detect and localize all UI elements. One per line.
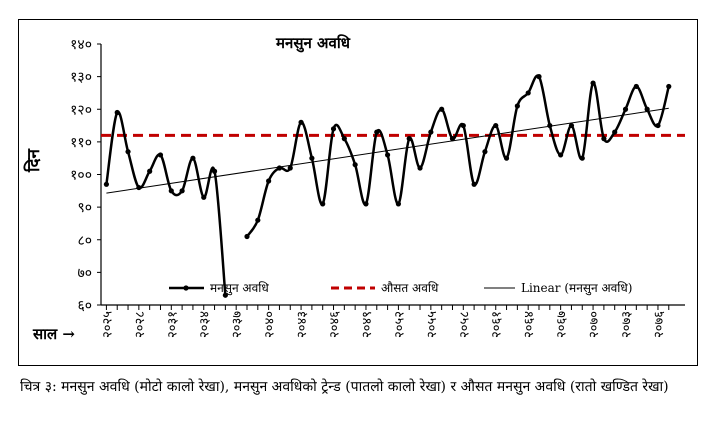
series-point	[655, 122, 661, 129]
y-tick-label: १४०	[70, 37, 92, 53]
series-point	[503, 155, 510, 161]
series-point	[406, 136, 412, 142]
x-tick-label: २०५२	[392, 311, 407, 338]
y-tick-label: ९०	[77, 200, 92, 216]
figure-caption: चित्र ३: मनसुन अवधि (मोटो कालो रेखा), मन…	[20, 379, 669, 395]
series-point	[568, 122, 575, 129]
x-tick-label: २०२८	[133, 311, 148, 338]
y-tick-label: १३०	[70, 70, 92, 86]
series-point	[547, 122, 553, 129]
x-tick-label: २०५८	[457, 311, 472, 338]
series-point	[125, 149, 131, 155]
series-point	[320, 201, 326, 207]
x-tick-label: २०४०	[263, 311, 278, 338]
series-point	[168, 188, 174, 194]
monsoon-chart: ६० ७० ८० ९० १०० ११० १२० १३० १४० २०२५ २०२८ २०३१ २०३४ २…	[23, 34, 685, 343]
legend-average-label: औसत अवधि	[381, 281, 439, 295]
series-point	[384, 152, 391, 158]
series-point	[374, 129, 380, 135]
x-tick-label: २०७०	[587, 311, 602, 338]
series-point	[352, 162, 358, 168]
y-tick-label: ६०	[77, 298, 92, 314]
x-tick-label: २०३७	[230, 311, 245, 338]
series-point	[114, 109, 120, 116]
series-point	[244, 233, 250, 240]
series-point	[482, 149, 488, 155]
series-point	[579, 155, 585, 161]
legend-series-marker	[183, 285, 189, 291]
series-point	[536, 74, 542, 80]
series-point	[558, 152, 564, 158]
series-point	[439, 106, 445, 112]
series-point	[493, 122, 499, 129]
x-tick-label: २०५५	[425, 311, 440, 338]
series-point	[298, 119, 304, 125]
y-axis-label: दिन	[23, 149, 44, 173]
y-tick-label: ११०	[70, 135, 92, 151]
series-point	[612, 129, 618, 135]
x-tick-label: २०६१	[490, 311, 505, 338]
series-point	[255, 217, 261, 223]
legend-series-label: मनसुन अवधि	[210, 281, 269, 296]
x-axis-label: साल →	[32, 325, 75, 343]
y-tick-label: ७०	[77, 265, 92, 281]
series-point	[633, 83, 639, 90]
series-point	[417, 165, 423, 171]
series-point	[471, 181, 477, 187]
chart-frame: ६० ७० ८० ९० १०० ११० १२० १३० १४० २०२५ २०२८ २०३१ २०३४ २…	[18, 19, 698, 366]
series-point	[363, 201, 369, 207]
x-tick-label: २०४३	[295, 311, 310, 338]
x-tick-label: २०७३	[620, 311, 635, 338]
series-point	[201, 194, 207, 200]
series-point	[222, 292, 228, 298]
series-point	[266, 178, 272, 184]
series-point	[341, 136, 347, 142]
x-tick-label: २०३४	[198, 311, 213, 338]
series-point	[330, 126, 337, 132]
legend-trend-label: Linear (मनसुन अवधि)	[521, 281, 632, 296]
series-point	[276, 165, 283, 171]
series-point	[179, 188, 185, 194]
series-point	[157, 152, 164, 158]
series-point	[428, 129, 434, 135]
x-tick-label: २०४९	[360, 311, 375, 338]
series-point	[103, 181, 110, 187]
x-tick-label: २०६४	[522, 311, 537, 338]
series-point	[590, 80, 596, 86]
x-tick-label: २०२५	[100, 311, 115, 338]
series-point	[525, 90, 531, 96]
series-line	[245, 74, 670, 238]
y-tick-label: १२०	[70, 102, 92, 118]
x-tick-label: २०३१	[165, 311, 180, 338]
series-point	[395, 201, 402, 207]
series-point	[449, 136, 456, 142]
series-point	[644, 106, 650, 112]
series-point	[514, 103, 520, 109]
x-tick-label: २०६७	[555, 311, 570, 338]
series-point	[666, 83, 672, 90]
series-point	[309, 155, 315, 161]
series-point	[190, 155, 196, 161]
series-point	[601, 136, 607, 142]
y-tick-label: १००	[70, 168, 92, 184]
series-line	[105, 110, 227, 296]
series-point	[287, 165, 293, 171]
series-point	[622, 106, 629, 112]
series-point	[147, 168, 153, 174]
series-point	[460, 122, 466, 129]
y-tick-label: ८०	[77, 233, 92, 249]
x-tick-label: २०७६	[652, 311, 667, 338]
series-point	[136, 184, 142, 191]
series-point	[211, 168, 218, 174]
x-tick-label: २०४६	[328, 311, 343, 338]
chart-title: मनसुन अवधि	[275, 34, 351, 53]
